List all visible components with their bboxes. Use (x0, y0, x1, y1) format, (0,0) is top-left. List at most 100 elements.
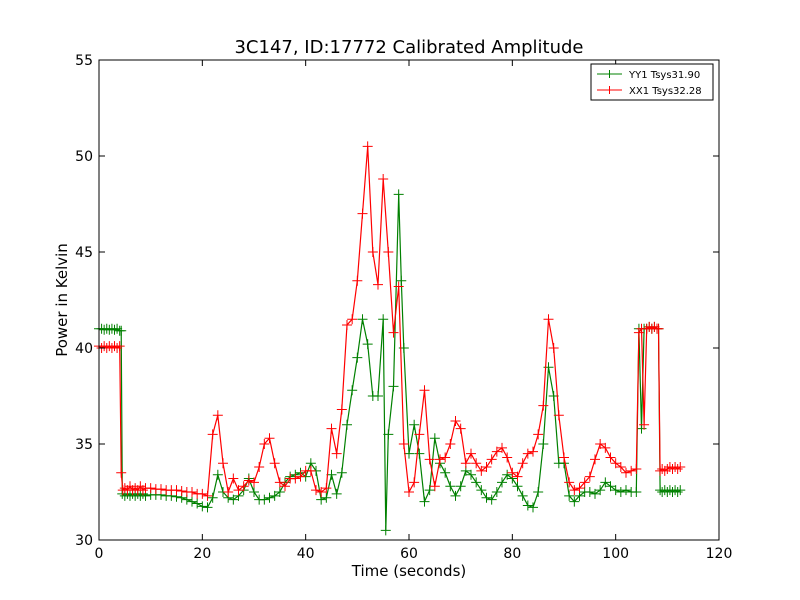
series-1-point (553, 410, 564, 421)
series-1-point (675, 462, 686, 473)
series-1-point (269, 458, 280, 469)
series-0-point (409, 419, 420, 430)
series-1-point (639, 419, 650, 430)
series-0-point (419, 496, 430, 507)
y-tick-label: 50 (75, 149, 93, 165)
series-1-point (429, 481, 440, 492)
series-0-point (590, 488, 600, 499)
series-0-point (522, 500, 533, 511)
series-0-point (675, 485, 686, 496)
series-0-point (595, 485, 606, 496)
series-1-point (512, 471, 523, 482)
series-1-point (653, 323, 664, 334)
series-1-point (254, 462, 265, 473)
plot-content (94, 141, 686, 536)
x-tick-label: 0 (95, 546, 104, 562)
series-0-point (197, 501, 208, 512)
series-0-point (533, 487, 544, 497)
series-0-point (497, 477, 507, 488)
series-0-point (228, 494, 239, 505)
series-0-point (512, 481, 523, 492)
series-1-point (357, 208, 368, 219)
series-0-point (264, 492, 275, 503)
series-1-point (419, 385, 430, 396)
x-tick-label: 120 (706, 546, 733, 562)
series-0-point (393, 189, 404, 200)
series-1-point (228, 473, 239, 484)
series-1-point (125, 481, 135, 492)
series-1-point (522, 448, 533, 459)
series-0-point (373, 391, 383, 401)
series-0-point (259, 494, 270, 505)
series-1-point (672, 463, 683, 474)
series-1-point (135, 481, 146, 492)
series-1-point (130, 483, 141, 494)
series-1-point (342, 319, 352, 330)
series-1-point (223, 487, 234, 497)
series-1-point (590, 454, 600, 465)
series-0-point (517, 490, 528, 501)
series-1-point (259, 439, 270, 449)
series-1-point (112, 343, 123, 353)
series-1-point (393, 281, 404, 292)
series-0-point (424, 485, 435, 496)
series-1-point (497, 442, 507, 453)
series-0-point (378, 314, 389, 325)
series-1-point (119, 483, 130, 494)
series-1-point (455, 423, 466, 434)
series-1-point (347, 314, 358, 325)
series-1-point (424, 454, 435, 465)
series-1-point (316, 487, 327, 497)
series-1-point (481, 462, 492, 473)
series-1-point (388, 327, 399, 338)
series-1-point (290, 473, 301, 484)
series-1-point (336, 404, 347, 415)
series-1-point (414, 429, 425, 440)
series-1-point (659, 465, 670, 476)
series-1-point (311, 485, 321, 496)
series-1-point (331, 448, 342, 459)
series-0-point (621, 485, 631, 496)
series-0-point (321, 492, 332, 503)
series-1-point (116, 467, 127, 478)
series-1-point (471, 458, 482, 469)
series-0-point (388, 381, 399, 392)
series-1-point (649, 321, 660, 332)
series-1-point (409, 477, 420, 488)
series-0-point (112, 323, 123, 334)
y-tick-label: 45 (75, 245, 93, 261)
series-1-point (507, 467, 518, 478)
x-tick-label: 40 (297, 546, 315, 562)
series-1-point (584, 471, 595, 482)
series-1-point (626, 465, 637, 476)
series-0-point (502, 469, 513, 480)
series-1-point (486, 454, 497, 465)
y-tick-label: 35 (75, 437, 93, 453)
series-1-point (574, 483, 585, 494)
x-tick-label: 20 (193, 546, 211, 562)
series-1-point (145, 483, 156, 494)
series-0-point (202, 502, 213, 513)
series-0-point (192, 498, 203, 509)
series-0-point (274, 487, 285, 497)
series-1-point (264, 433, 275, 444)
series-1-point (631, 463, 642, 474)
series-1-point (533, 429, 544, 440)
series-1-point (383, 247, 394, 257)
series-1-point (548, 343, 559, 353)
series-1-point (476, 465, 487, 476)
x-axis-label: Time (seconds) (351, 562, 467, 580)
series-0-point (528, 502, 538, 513)
series-0-point (631, 487, 642, 497)
series-1-point (295, 471, 306, 482)
series-0-point (380, 525, 391, 536)
series-1-point (445, 439, 456, 449)
series-1-point (249, 477, 259, 488)
legend-label-xx1: XX1 Tsys32.28 (629, 86, 702, 97)
legend: YY1 Tsys31.90 XX1 Tsys32.28 (590, 63, 714, 101)
series-1-point (517, 458, 528, 469)
series-0-point (357, 314, 368, 325)
series-1-point (491, 446, 502, 457)
series-1-point (362, 141, 373, 152)
series-1-point (326, 423, 337, 434)
